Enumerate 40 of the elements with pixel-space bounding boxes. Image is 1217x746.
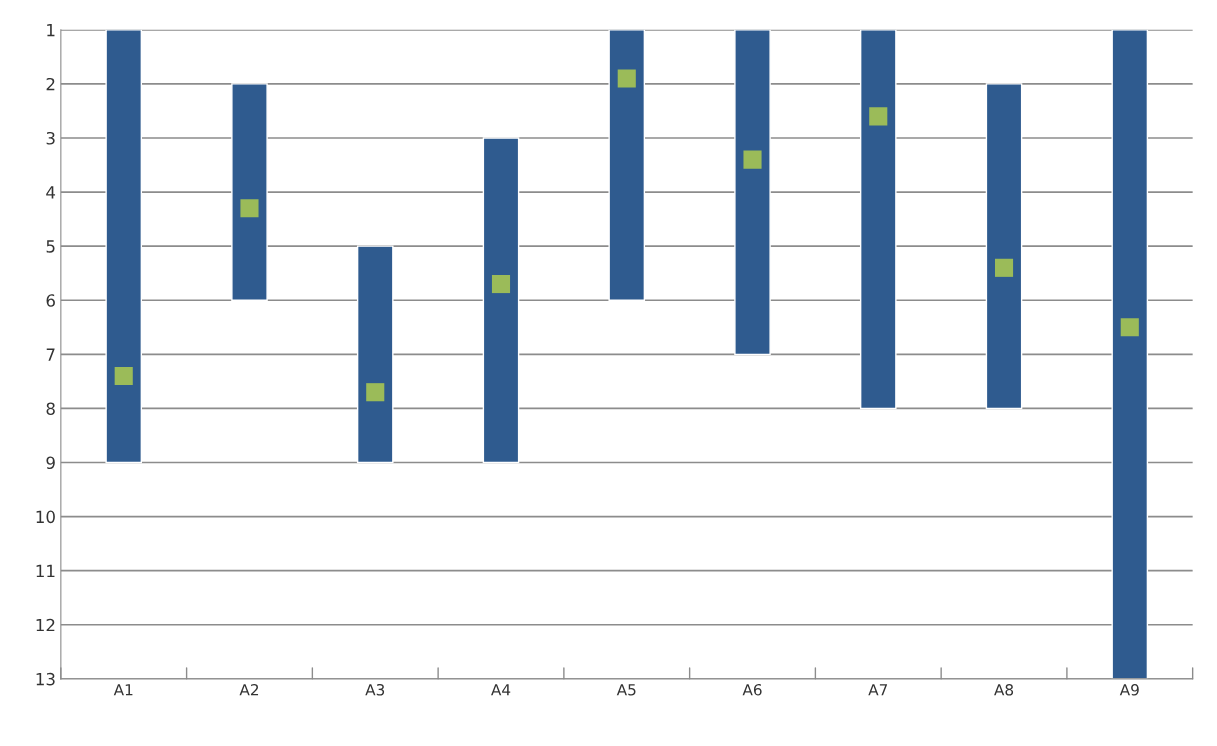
x-tick-label: A9 <box>1119 683 1139 696</box>
x-tick-label: A7 <box>868 684 888 696</box>
point <box>114 366 133 386</box>
bar <box>1111 29 1149 679</box>
y-tick-label: 13 <box>36 672 55 686</box>
point <box>1120 318 1139 337</box>
y-tick-label: 4 <box>46 186 56 199</box>
point <box>240 199 259 218</box>
bar <box>482 137 520 464</box>
y-tick-label: 5 <box>46 240 55 253</box>
x-tick-label: A8 <box>994 683 1014 696</box>
bar <box>105 29 143 464</box>
point <box>617 69 636 88</box>
y-tick-label: 6 <box>46 294 55 307</box>
y-tick-label: 10 <box>36 510 55 524</box>
bar <box>356 245 394 464</box>
x-tick-label: A5 <box>616 684 636 696</box>
y-tick-label: 9 <box>46 456 55 470</box>
x-tick-label: A2 <box>239 683 259 696</box>
y-tick-label: 7 <box>46 348 55 361</box>
bar <box>231 83 268 301</box>
x-tick-label: A4 <box>491 684 511 696</box>
x-tick-label: A1 <box>113 684 133 696</box>
x-tick-label: A6 <box>742 683 762 696</box>
point <box>743 150 762 169</box>
y-tick-label: 3 <box>46 131 55 145</box>
point <box>994 258 1014 277</box>
bar <box>859 29 897 410</box>
point <box>869 107 888 126</box>
bar <box>608 29 646 301</box>
x-tick-label: A3 <box>365 683 385 696</box>
y-tick-label: 1 <box>47 24 55 37</box>
point <box>491 274 511 294</box>
y-tick-label: 8 <box>46 402 55 415</box>
y-tick-label: 12 <box>36 618 55 632</box>
y-tick-label: 2 <box>46 77 55 91</box>
bar <box>985 83 1023 410</box>
point <box>366 383 385 402</box>
bar <box>734 29 771 356</box>
y-tick-label: 11 <box>36 564 55 578</box>
